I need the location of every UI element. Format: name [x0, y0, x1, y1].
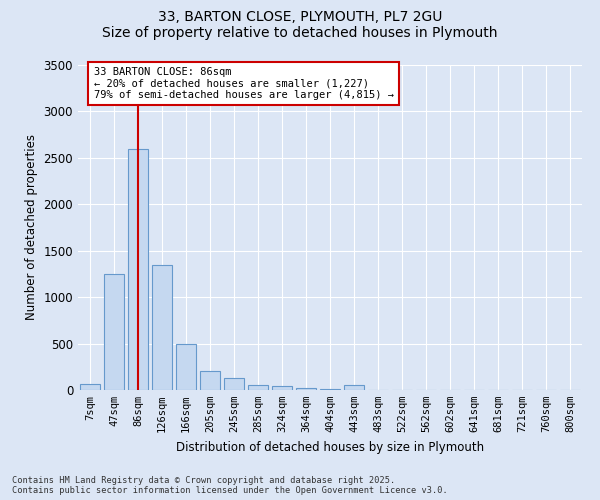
Bar [248, 385, 268, 390]
Text: Contains HM Land Registry data © Crown copyright and database right 2025.
Contai: Contains HM Land Registry data © Crown c… [12, 476, 448, 495]
Bar [104, 274, 124, 390]
Bar [80, 384, 100, 390]
Bar [272, 386, 292, 390]
Bar [152, 264, 172, 390]
Bar [344, 386, 364, 390]
Bar [296, 388, 316, 390]
Bar [128, 148, 148, 390]
Text: 33, BARTON CLOSE, PLYMOUTH, PL7 2GU
Size of property relative to detached houses: 33, BARTON CLOSE, PLYMOUTH, PL7 2GU Size… [102, 10, 498, 40]
Y-axis label: Number of detached properties: Number of detached properties [25, 134, 38, 320]
Bar [320, 389, 340, 390]
Text: 33 BARTON CLOSE: 86sqm
← 20% of detached houses are smaller (1,227)
79% of semi-: 33 BARTON CLOSE: 86sqm ← 20% of detached… [94, 67, 394, 100]
Bar [200, 372, 220, 390]
Bar [224, 378, 244, 390]
Bar [176, 344, 196, 390]
X-axis label: Distribution of detached houses by size in Plymouth: Distribution of detached houses by size … [176, 440, 484, 454]
